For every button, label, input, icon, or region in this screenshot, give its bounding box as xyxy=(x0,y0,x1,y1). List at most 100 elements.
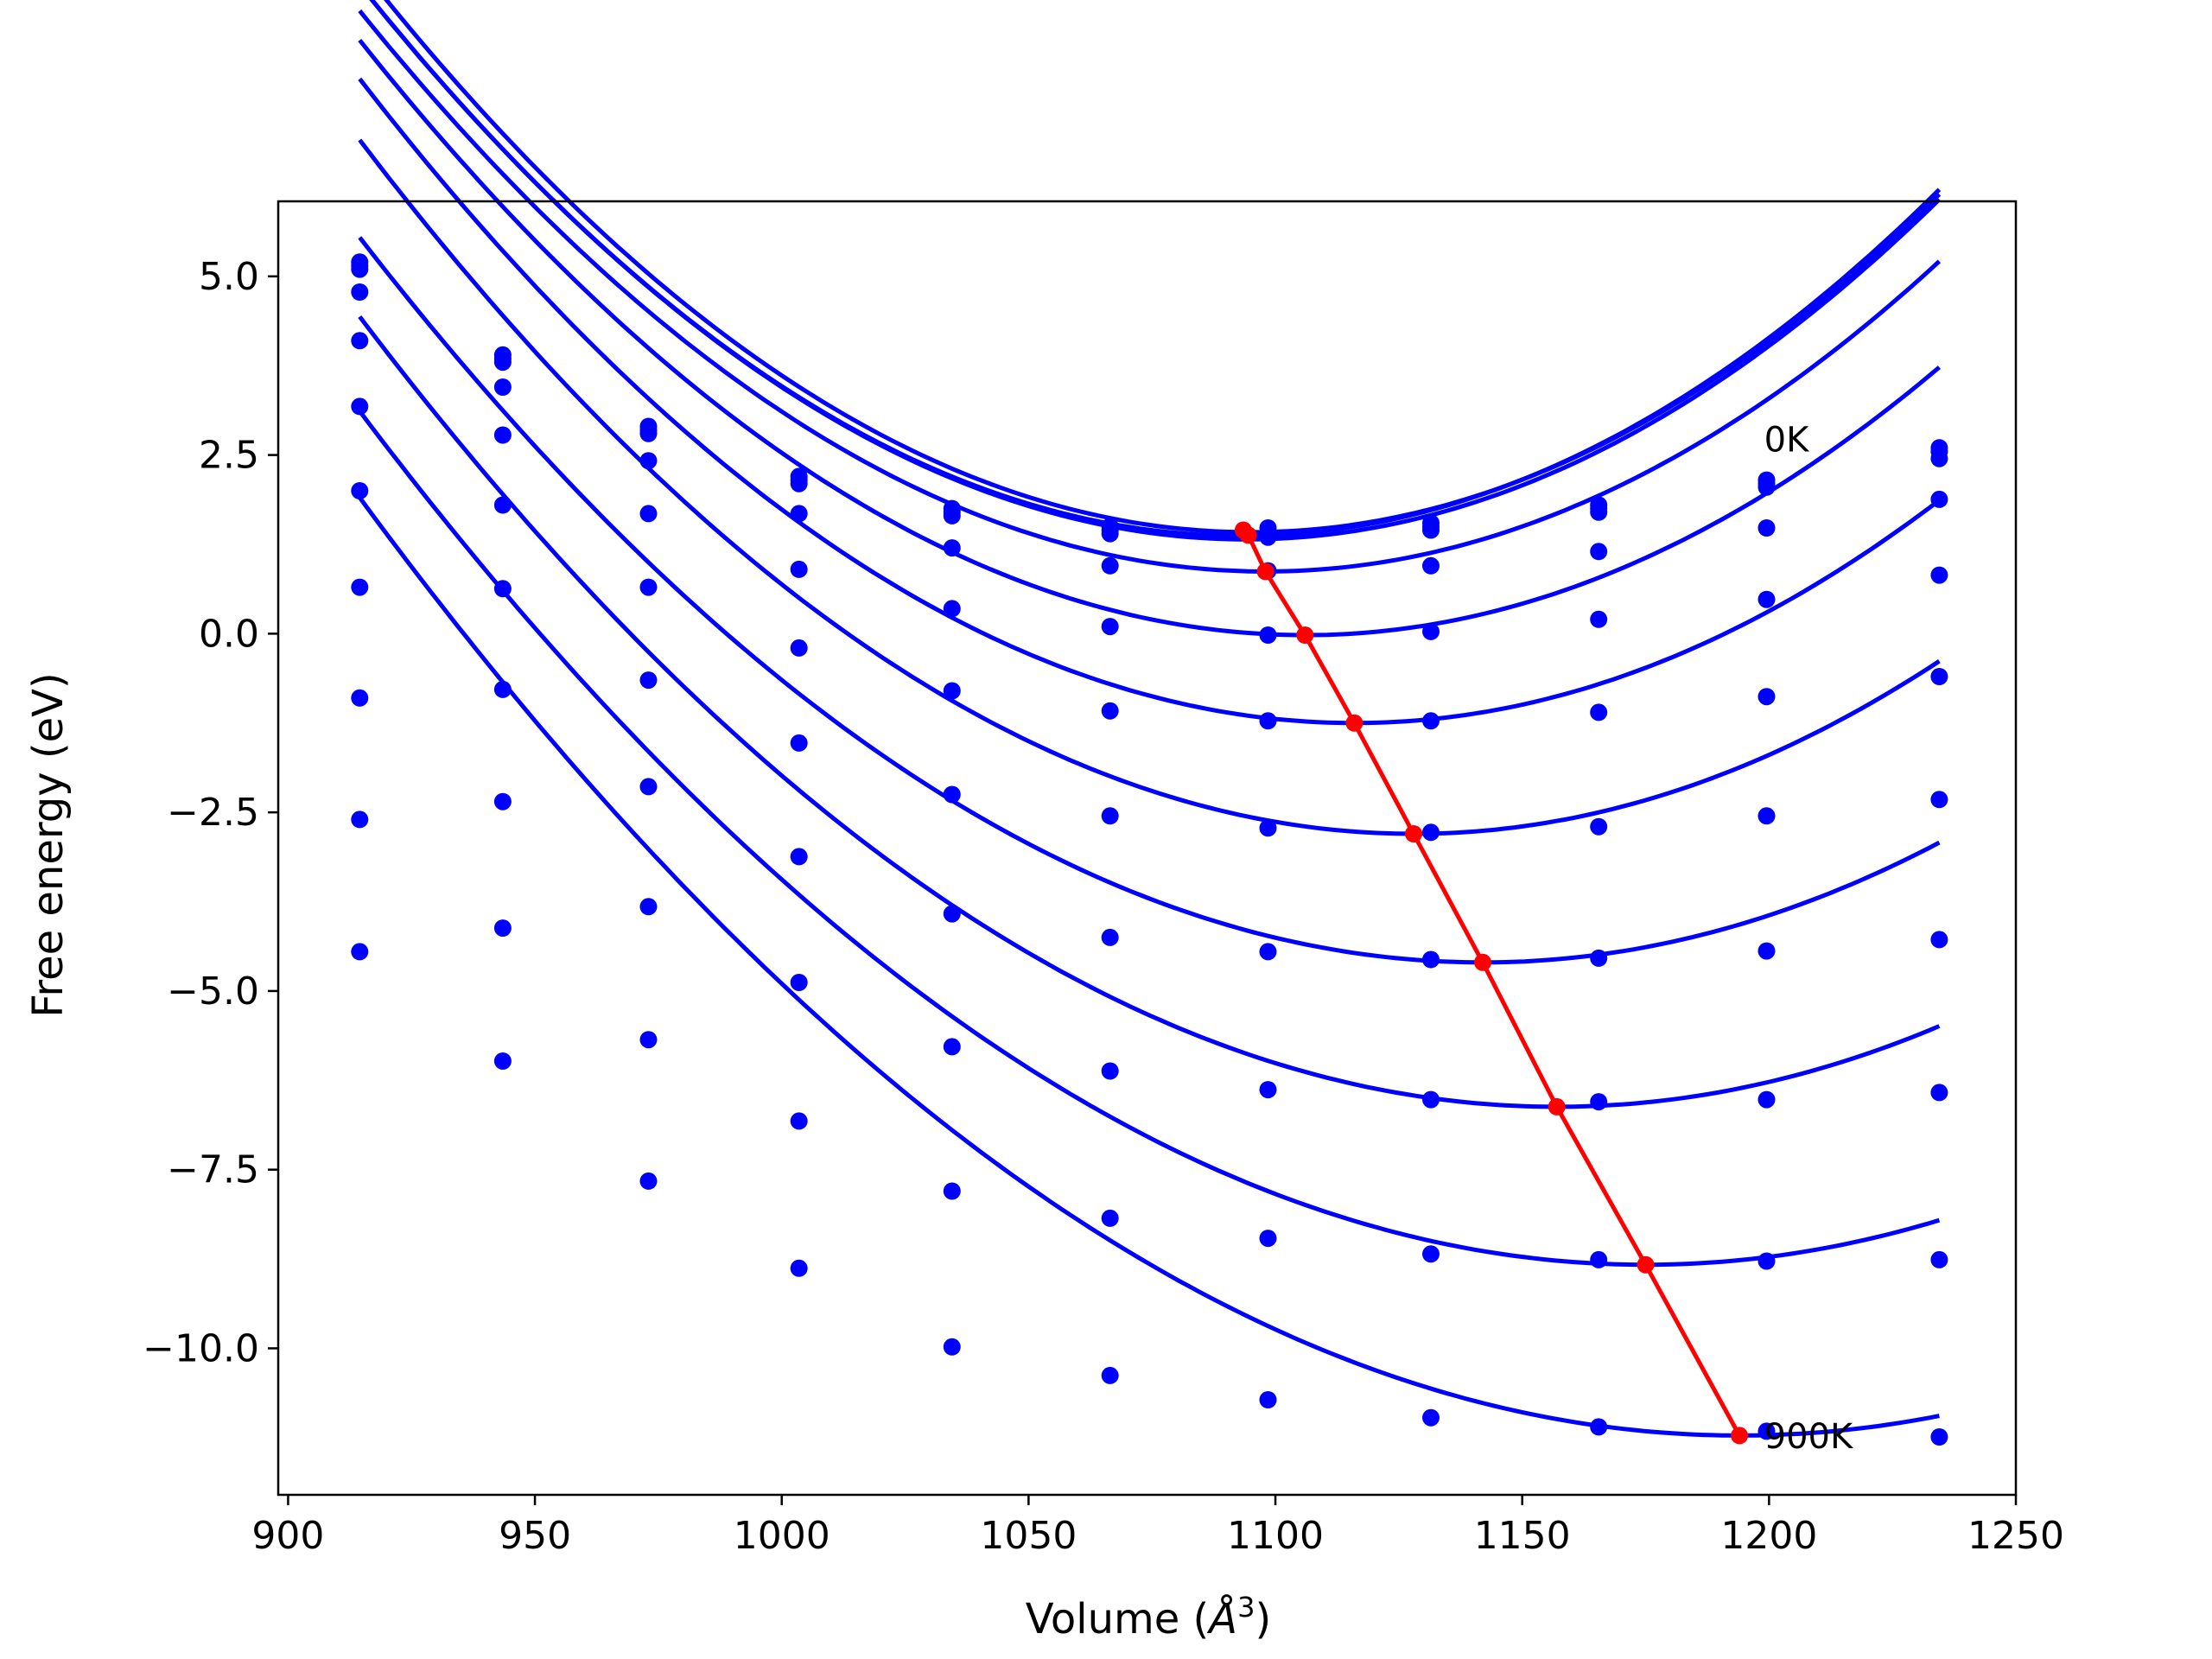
y-tick-label-6: −10.0 xyxy=(143,1326,259,1370)
data-point-s8-5 xyxy=(943,905,961,923)
data-point-s8-9 xyxy=(1590,949,1608,967)
data-point-s5-6 xyxy=(1101,618,1119,636)
data-point-s10-5 xyxy=(943,1182,961,1200)
data-point-s3-9 xyxy=(1590,503,1608,521)
data-point-s6-5 xyxy=(943,682,961,700)
annotation-1: 0K xyxy=(1764,420,1810,460)
data-point-s4-3 xyxy=(639,452,658,470)
data-point-s3-1 xyxy=(351,260,369,278)
x-tick-label-1250: 1250 xyxy=(1967,1514,2064,1558)
data-point-s7-11 xyxy=(1930,791,1948,809)
fit-curve-10 xyxy=(358,410,1941,1268)
data-point-s6-2 xyxy=(493,496,512,514)
minimum-point-2 xyxy=(1239,526,1257,544)
annotation-2: 900K xyxy=(1764,1417,1854,1457)
data-point-s6-4 xyxy=(790,639,808,657)
x-tick-label-1200: 1200 xyxy=(1720,1514,1817,1558)
data-point-s6-6 xyxy=(1101,702,1119,720)
data-point-s7-9 xyxy=(1590,817,1608,836)
data-point-s10-2 xyxy=(493,919,512,938)
data-point-s3-4 xyxy=(790,474,808,493)
data-point-s8-3 xyxy=(639,778,658,796)
minimum-line xyxy=(1242,528,1742,1437)
data-point-s5-9 xyxy=(1590,610,1608,628)
x-tick-label-1050: 1050 xyxy=(980,1514,1077,1558)
data-point-s3-10 xyxy=(1758,478,1776,496)
y-tick-label-0: 5.0 xyxy=(199,255,259,299)
x-tick-label-950: 950 xyxy=(499,1514,571,1558)
y-tick-label-3: −2.5 xyxy=(167,791,259,835)
data-point-s5-1 xyxy=(351,332,369,350)
data-point-s11-10 xyxy=(1758,1422,1776,1440)
data-point-s9-5 xyxy=(943,1038,961,1056)
data-point-s4-4 xyxy=(790,505,808,523)
annotations: 0K 900K xyxy=(1764,420,1854,1457)
data-point-s10-9 xyxy=(1590,1250,1608,1268)
minimum-point-7 xyxy=(1474,953,1491,971)
data-point-s4-9 xyxy=(1590,543,1608,561)
data-point-s10-10 xyxy=(1758,1252,1776,1270)
data-point-s6-9 xyxy=(1590,703,1608,721)
fit-curve-6 xyxy=(358,77,1941,726)
data-point-s10-7 xyxy=(1259,1230,1277,1248)
data-point-s9-1 xyxy=(351,689,369,707)
minimum-point-4 xyxy=(1296,626,1314,644)
data-point-s3-8 xyxy=(1422,521,1440,539)
data-point-s6-11 xyxy=(1930,668,1948,685)
data-point-s6-10 xyxy=(1758,688,1776,706)
data-points xyxy=(351,253,1948,1446)
plot-frame xyxy=(276,200,2018,1497)
data-point-s11-5 xyxy=(943,1338,961,1356)
y-tick-label-4: −5.0 xyxy=(167,969,259,1014)
x-tick-label-900: 900 xyxy=(251,1514,324,1558)
data-point-s5-5 xyxy=(943,600,961,618)
data-point-s11-11 xyxy=(1930,1428,1948,1446)
minimum-point-9 xyxy=(1637,1255,1655,1274)
data-point-s5-11 xyxy=(1930,566,1948,584)
data-point-s3-7 xyxy=(1259,528,1277,546)
data-point-s8-8 xyxy=(1422,950,1440,969)
data-point-s11-2 xyxy=(493,1052,512,1070)
data-point-s8-4 xyxy=(790,848,808,866)
minimum-point-5 xyxy=(1345,714,1363,732)
data-point-s9-8 xyxy=(1422,1090,1440,1109)
data-point-s6-3 xyxy=(639,578,658,596)
data-point-s7-1 xyxy=(351,482,369,499)
data-point-s4-6 xyxy=(1101,556,1119,575)
data-point-s6-8 xyxy=(1422,712,1440,730)
y-tick-label-5: −7.5 xyxy=(167,1148,259,1192)
data-point-s7-4 xyxy=(790,734,808,752)
data-point-s3-11 xyxy=(1930,449,1948,467)
data-point-s7-10 xyxy=(1758,807,1776,825)
x-axis-title: Volume (Å3) xyxy=(1026,1591,1271,1643)
fit-curve-7 xyxy=(358,138,1941,836)
minimum-energy-path xyxy=(1234,521,1749,1445)
fit-curves xyxy=(358,0,1942,1438)
data-point-s9-6 xyxy=(1101,1062,1119,1080)
data-point-s7-7 xyxy=(1259,819,1277,837)
data-point-s10-4 xyxy=(790,1112,808,1130)
data-point-s9-11 xyxy=(1930,1084,1948,1102)
data-point-s4-5 xyxy=(943,539,961,557)
data-point-s5-2 xyxy=(493,426,512,444)
data-point-s9-4 xyxy=(790,974,808,991)
fit-curve-3 xyxy=(369,0,1942,542)
data-point-s4-10 xyxy=(1758,519,1776,537)
data-point-s4-11 xyxy=(1930,490,1948,508)
data-point-s7-6 xyxy=(1101,807,1119,825)
data-point-s3-5 xyxy=(943,506,961,524)
x-axis-ticks: 900 950 1000 1050 1100 1150 1200 1250 xyxy=(251,1495,2064,1558)
data-point-s4-1 xyxy=(351,283,369,301)
data-point-s10-1 xyxy=(351,810,369,829)
y-tick-label-2: 0.0 xyxy=(199,612,259,656)
data-point-s11-7 xyxy=(1259,1391,1277,1408)
data-point-s3-6 xyxy=(1101,524,1119,543)
data-point-s11-6 xyxy=(1101,1366,1119,1384)
x-tick-label-1100: 1100 xyxy=(1227,1514,1324,1558)
data-point-s11-3 xyxy=(639,1172,658,1190)
data-point-s5-7 xyxy=(1259,626,1277,644)
data-point-s8-6 xyxy=(1101,928,1119,946)
y-axis-ticks: 5.0 2.5 0.0 −2.5 −5.0 −7.5 −10.0 xyxy=(143,255,278,1370)
data-point-s8-7 xyxy=(1259,943,1277,961)
data-point-s6-1 xyxy=(351,397,369,416)
